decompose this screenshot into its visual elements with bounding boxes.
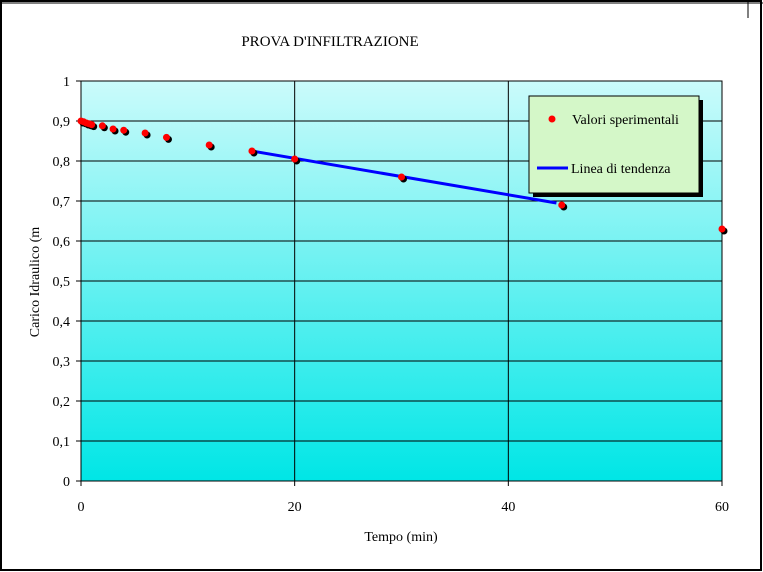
- grid-lines: [81, 81, 722, 481]
- chart-title: PROVA D'INFILTRAZIONE: [241, 34, 418, 50]
- y-tick-label: 0,6: [53, 235, 71, 250]
- legend-box: [528, 95, 700, 194]
- y-tick-label: 0,8: [53, 155, 71, 170]
- data-point: [248, 147, 256, 155]
- legend: Valori sperimentali Linea di tendenza: [528, 95, 703, 197]
- tick-labels: 0 0,1 0,2 0,3 0,4 0,5 0,6 0,7 0,8 0,9 1 0 20 40 60: [53, 75, 730, 515]
- data-point: [291, 155, 299, 163]
- data-point: [718, 225, 726, 233]
- y-tick-label: 0,9: [53, 115, 71, 130]
- data-point: [162, 133, 170, 141]
- legend-label-valori: Valori sperimentali: [572, 113, 679, 128]
- y-tick-label: 0,3: [53, 355, 71, 370]
- legend-marker-valori: [548, 115, 556, 123]
- y-tick-label: 0,4: [53, 315, 71, 330]
- data-point: [205, 141, 213, 149]
- data-point: [120, 126, 128, 134]
- y-tick-label: 0,2: [53, 395, 71, 410]
- x-tick-label: 60: [715, 500, 729, 515]
- y-tick-label: 0,1: [53, 435, 71, 450]
- axes: [76, 80, 723, 486]
- data-point: [109, 125, 117, 133]
- data-point: [88, 121, 96, 129]
- y-tick-label: 1: [63, 75, 70, 90]
- data-point: [558, 201, 566, 209]
- y-tick-label: 0: [63, 475, 70, 490]
- data-point: [98, 122, 106, 130]
- data-point: [141, 129, 149, 137]
- y-tick-label: 0,5: [53, 275, 71, 290]
- x-tick-label: 40: [501, 500, 515, 515]
- x-tick-label: 20: [288, 500, 302, 515]
- y-tick-label: 0,7: [53, 195, 71, 210]
- legend-label-tendenza: Linea di tendenza: [571, 162, 671, 177]
- y-axis-label: Carico Idraulico (m: [28, 227, 43, 338]
- x-tick-label: 0: [78, 500, 85, 515]
- x-axis-label: Tempo (min): [364, 530, 438, 545]
- data-series: [77, 117, 728, 235]
- data-point: [398, 173, 405, 181]
